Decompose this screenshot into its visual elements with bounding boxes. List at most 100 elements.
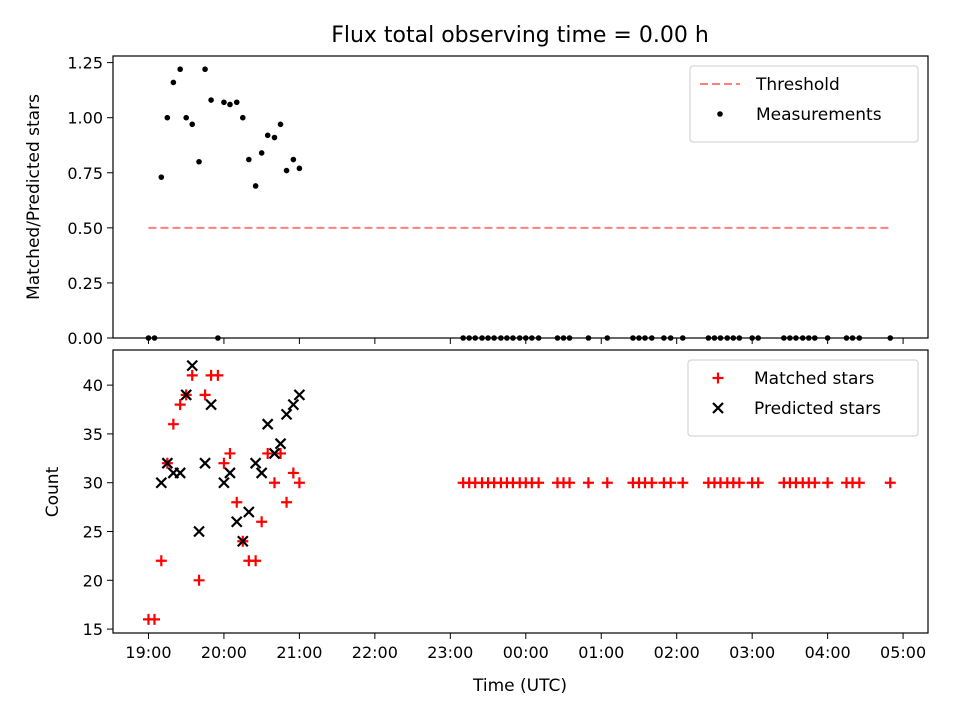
legend-label: Predicted stars	[754, 399, 881, 419]
matched-point	[564, 477, 576, 489]
legend-label: Threshold	[755, 75, 840, 95]
measurement-point	[296, 165, 303, 172]
top-y-tick-label: 1.00	[67, 109, 103, 128]
predicted-point	[218, 476, 230, 489]
x-tick-label: 01:00	[578, 643, 624, 662]
x-tick-label: 02:00	[654, 643, 700, 662]
matched-point	[186, 369, 198, 381]
x-tick-label: 21:00	[276, 643, 322, 662]
measurement-point	[290, 156, 297, 163]
measurement-point	[158, 174, 165, 180]
predicted-point	[155, 476, 168, 489]
matched-point	[733, 477, 745, 489]
top-y-tick-label: 1.25	[67, 54, 103, 73]
predicted-point	[287, 398, 300, 411]
measurement-point	[208, 97, 214, 103]
x-tick-label: 05:00	[880, 643, 926, 662]
measurement-point	[189, 121, 196, 128]
predicted-point	[205, 398, 217, 411]
matched-point	[533, 477, 545, 489]
measurement-point	[271, 134, 278, 141]
predicted-point	[293, 389, 306, 401]
measurement-point	[177, 66, 183, 73]
measurement-point	[277, 121, 284, 128]
x-tick-label: 20:00	[201, 643, 247, 662]
matched-point	[262, 447, 274, 459]
predicted-point	[186, 359, 199, 372]
bottom-y-tick-label: 35	[83, 425, 103, 444]
legend-swatch	[717, 111, 723, 117]
legend-label: Matched stars	[754, 369, 874, 389]
predicted-point	[243, 506, 255, 518]
measurement-point	[170, 79, 177, 86]
predicted-point	[280, 408, 293, 421]
x-tick-label: 03:00	[729, 643, 775, 662]
bottom-y-tick-label: 20	[83, 571, 103, 590]
top-y-tick-label: 0.75	[67, 164, 103, 183]
matched-point	[224, 447, 236, 459]
x-tick-label: 00:00	[503, 643, 549, 662]
predicted-point	[249, 457, 262, 469]
bottom-y-tick-label: 15	[83, 620, 103, 639]
x-tick-label: 23:00	[427, 643, 473, 662]
matched-point	[809, 477, 821, 489]
bottom-series-0	[142, 369, 896, 625]
measurement-point	[252, 183, 259, 189]
matched-point	[752, 477, 764, 489]
predicted-point	[261, 418, 274, 430]
matched-point	[149, 613, 161, 625]
matched-point	[193, 574, 205, 586]
matched-point	[281, 496, 293, 508]
matched-point	[822, 477, 834, 489]
legend-swatch	[712, 402, 724, 414]
predicted-point	[174, 467, 186, 479]
matched-point	[884, 477, 896, 489]
matched-point	[601, 477, 613, 489]
x-axis-label: Time (UTC)	[472, 676, 567, 696]
bottom-y-tick-label: 25	[83, 523, 103, 542]
measurement-point	[221, 99, 227, 106]
matched-point	[293, 477, 305, 489]
predicted-point	[237, 535, 249, 548]
measurement-point	[164, 114, 171, 121]
measurement-point	[283, 167, 290, 174]
matched-point	[250, 555, 262, 567]
measurement-point	[233, 99, 240, 106]
predicted-point	[255, 467, 268, 479]
measurement-point	[246, 156, 252, 163]
legend-swatch	[712, 372, 724, 384]
legend-label: Measurements	[756, 105, 882, 125]
top-y-tick-label: 0.25	[67, 274, 103, 293]
matched-point	[665, 477, 677, 489]
matched-point	[582, 477, 594, 489]
predicted-point	[161, 457, 174, 469]
x-tick-label: 04:00	[805, 643, 851, 662]
predicted-point	[193, 525, 205, 538]
matched-point	[853, 477, 865, 489]
measurement-point	[264, 132, 271, 139]
top-y-tick-label: 0.50	[67, 219, 103, 238]
matched-point	[231, 496, 243, 508]
top-legend	[689, 65, 919, 143]
top-axes-frame	[112, 55, 929, 339]
bottom-y-axis-label: Count	[43, 466, 63, 517]
bottom-series-1	[155, 359, 306, 548]
predicted-point	[199, 457, 211, 469]
matched-point	[167, 418, 179, 430]
matched-point	[212, 369, 224, 381]
bottom-legend	[687, 359, 919, 437]
matched-point	[275, 447, 287, 459]
predicted-point	[268, 447, 281, 460]
measurement-point	[183, 114, 189, 121]
top-panel: 0.00 0.25 0.50 0.75 1.00 1.25 Threshold Measure…	[67, 54, 929, 348]
bottom-y-tick-label: 40	[83, 376, 103, 395]
measurement-point	[258, 150, 265, 156]
top-y-axis-label: Matched/Predicted stars	[24, 94, 44, 300]
chart-title: Flux total observing time = 0.00 h	[331, 23, 709, 48]
predicted-point	[224, 467, 236, 479]
matched-point	[199, 389, 211, 401]
bottom-axes-frame	[112, 349, 929, 634]
top-y-tick-label: 0.00	[67, 329, 103, 348]
measurement-point	[239, 114, 246, 121]
